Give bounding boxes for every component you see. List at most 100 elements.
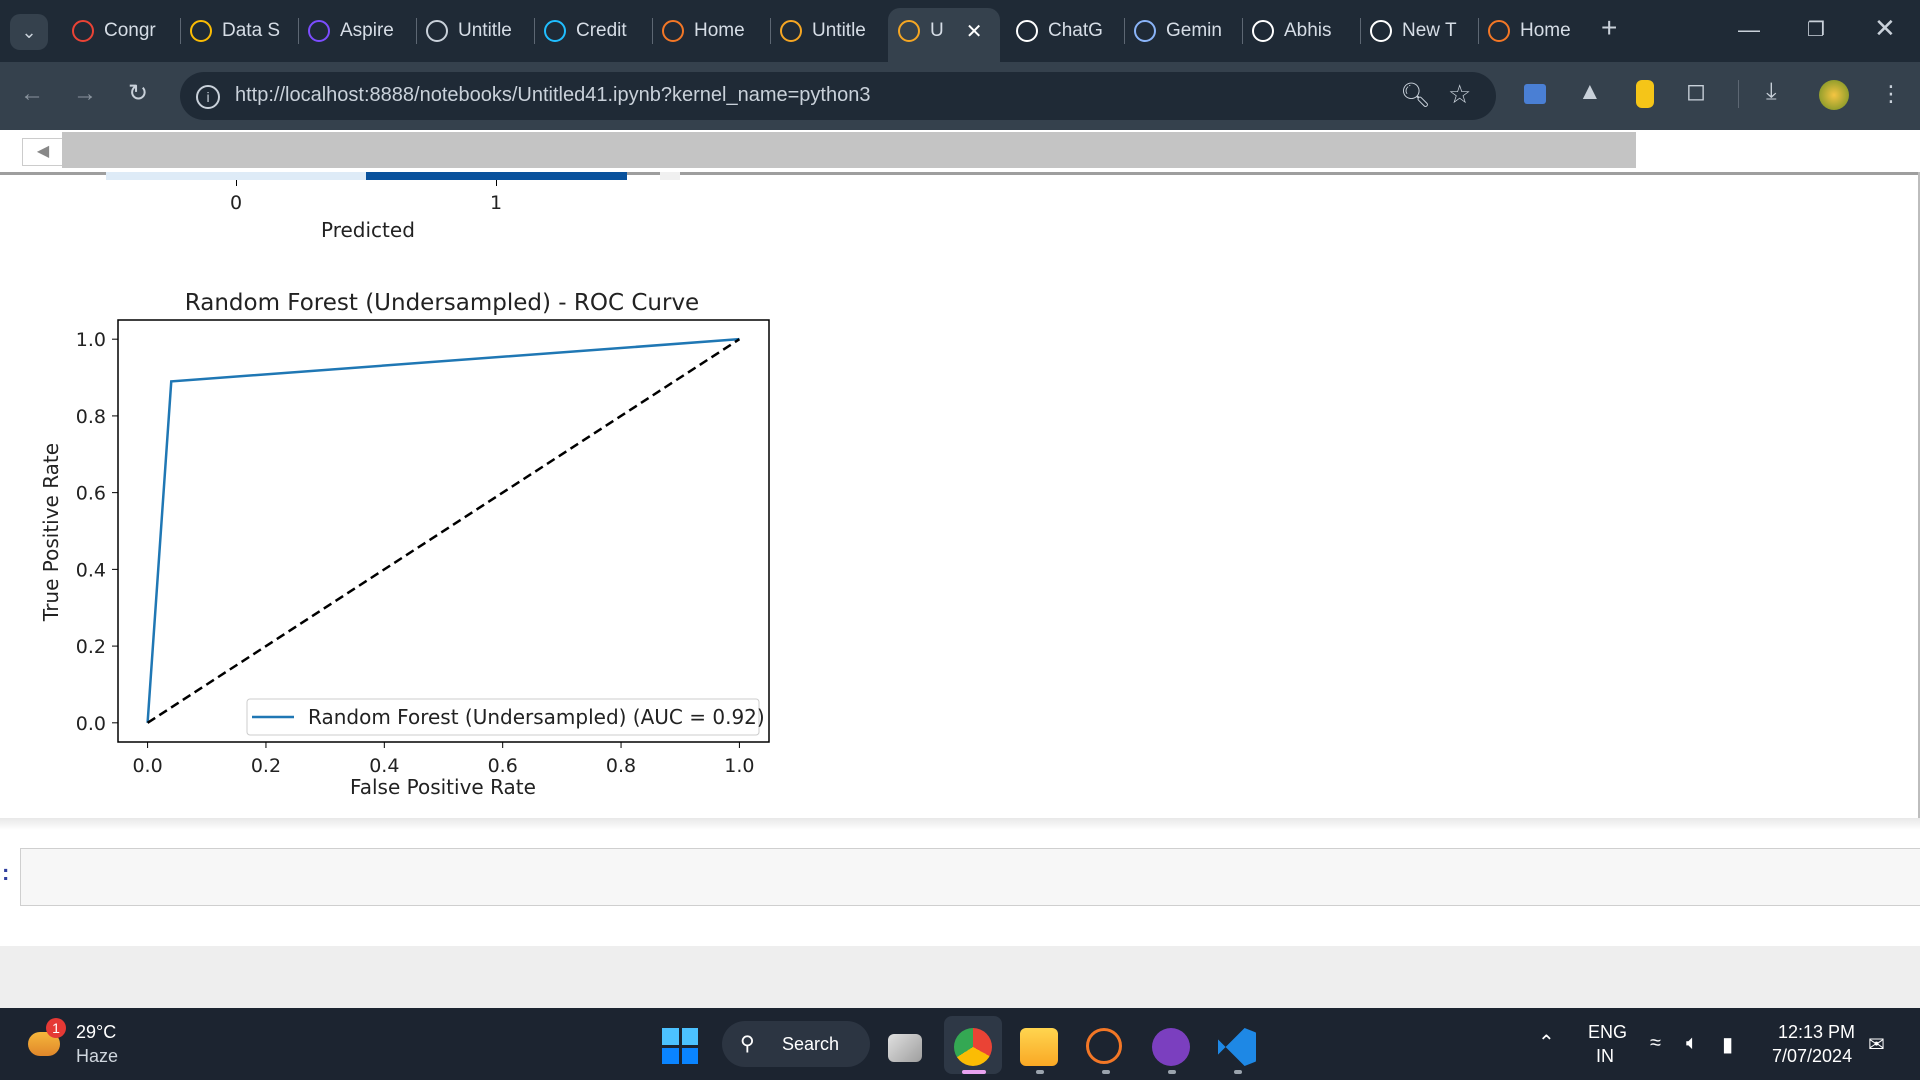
chrome-app-icon[interactable] [954,1028,992,1066]
y-axis-label: True Positive Rate [39,443,63,622]
colorbar-fragment [660,172,680,180]
tab-separator [1242,18,1243,44]
empty-code-cell[interactable] [20,848,1920,906]
tab-label: Congr [104,20,156,41]
tab-separator [770,18,771,44]
wifi-icon[interactable]: ≈ [1650,1032,1661,1054]
reload-icon[interactable]: ↻ [128,80,149,107]
tab-1[interactable]: Congr [72,13,168,49]
close-window-icon[interactable]: ✕ [1874,13,1896,43]
download-icon[interactable]: ⤓ [1766,78,1777,105]
chrome-running-indicator [962,1070,986,1074]
tray-overflow-icon[interactable]: ⌃ [1538,1032,1555,1054]
new-tab-button[interactable]: + [1601,12,1618,43]
output-horizontal-scrollbar[interactable]: ◀ [0,130,1920,173]
battery-icon[interactable]: ▮ [1722,1034,1734,1056]
search-label: Search [782,1034,840,1054]
jupyter-running-indicator [1102,1070,1110,1074]
tab-8[interactable]: U ✕ [898,13,1002,49]
weather-desc[interactable]: Haze [76,1046,119,1066]
tab-separator [1478,18,1479,44]
tab-label: Gemin [1166,20,1222,41]
site-info-icon[interactable]: i [196,85,220,109]
clock-date[interactable]: 7/07/2024 [1772,1046,1853,1066]
jupyter-app-icon[interactable] [1086,1028,1122,1064]
profile-avatar-icon[interactable] [1819,80,1849,110]
tab-label: Untitle [458,20,512,41]
tab-label: ChatG [1048,20,1103,41]
tab-5[interactable]: Credit [544,13,640,49]
chrome-icon [1370,20,1392,42]
restore-icon[interactable]: ❐ [1807,19,1825,41]
vscode-running-indicator [1234,1070,1242,1074]
tab-6[interactable]: Home [662,13,758,49]
x-tick-label: 0.8 [606,755,636,777]
tab-search-icon[interactable]: ⌄ [10,14,48,50]
toolbar-divider [1738,80,1739,108]
extensions-puzzle-icon[interactable]: ◻ [1686,78,1706,105]
tab-9[interactable]: ChatG [1016,13,1112,49]
y-tick-label: 0.4 [76,559,106,581]
search-icon: ⚲ [740,1033,755,1055]
scroll-left-icon[interactable]: ◀ [22,138,64,166]
roc-curve-chart: Random Forest (Undersampled) - ROC Curve… [39,290,770,799]
language-line2[interactable]: IN [1596,1046,1614,1066]
scrollbar-thumb[interactable] [62,132,1636,168]
tab-4[interactable]: Untitle [426,13,522,49]
chatgpt-icon [1016,20,1038,42]
tab-2[interactable]: Data S [190,13,286,49]
volume-icon[interactable]: 🔈︎ [1686,1032,1698,1054]
back-arrow-icon[interactable]: ← [20,80,44,107]
github-desktop-icon[interactable] [1152,1028,1190,1066]
cm-tick-mark-0 [236,180,237,186]
input-prompt: : [2,860,10,885]
cell-output-area [0,172,1920,824]
drive-icon [190,20,212,42]
extension-yellow-icon[interactable] [1636,80,1654,108]
language-line1[interactable]: ENG [1588,1022,1628,1042]
y-tick-label: 0.6 [76,483,106,505]
tab-13[interactable]: Home [1488,13,1584,49]
tab-3[interactable]: Aspire [308,13,404,49]
x-tick-label: 0.4 [369,755,399,777]
jupyter-icon [662,20,684,42]
notification-icon[interactable]: ✉ [1868,1034,1885,1056]
file-explorer-icon[interactable] [1020,1028,1058,1066]
tab-separator [1124,18,1125,44]
zoom-icon[interactable]: 🔍︎ [1400,82,1431,109]
tab-11[interactable]: Abhis [1252,13,1348,49]
menu-dots-icon[interactable]: ⋮ [1880,81,1902,106]
cm-tick-label-1: 1 [490,192,503,214]
tab-12[interactable]: New T [1370,13,1466,49]
address-bar[interactable]: i http://localhost:8888/notebooks/Untitl… [180,72,1496,120]
y-tick-label: 0.0 [76,713,106,735]
kaggle-icon [544,20,566,42]
tab-10[interactable]: Gemin [1134,13,1230,49]
globe-icon [426,20,448,42]
extension-mountain-icon[interactable]: ▲ [1578,78,1602,105]
tab-separator [298,18,299,44]
tab-label: Credit [576,20,627,41]
x-tick-label: 0.2 [251,755,281,777]
extension-window-icon[interactable] [1524,84,1546,104]
close-tab-icon[interactable]: ✕ [965,20,983,43]
roc-curve-line [146,337,740,723]
minimize-icon[interactable]: — [1738,17,1760,42]
jupyter-icon [1488,20,1510,42]
start-windows-icon[interactable] [662,1028,698,1064]
bookmark-star-icon[interactable]: ☆ [1448,79,1472,109]
clock-time[interactable]: 12:13 PM [1778,1022,1856,1042]
y-tick-label: 0.2 [76,636,106,658]
browser-toolbar: ← → ↻ i http://localhost:8888/notebooks/… [0,62,1920,130]
taskbar-search-box[interactable]: ⚲ Search [722,1021,870,1067]
vscode-icon[interactable] [1218,1028,1256,1066]
confusion-matrix-cell-0 [106,172,366,180]
tab-7[interactable]: Untitle [780,13,876,49]
tab-label: Abhis [1284,20,1332,41]
task-view-icon[interactable] [888,1034,922,1062]
weather-temp[interactable]: 29°C [76,1022,117,1042]
tab-label: Aspire [340,20,394,41]
forward-arrow-icon[interactable]: → [73,80,97,107]
tab-label: New T [1402,20,1457,41]
cm-tick-label-0: 0 [230,192,243,214]
